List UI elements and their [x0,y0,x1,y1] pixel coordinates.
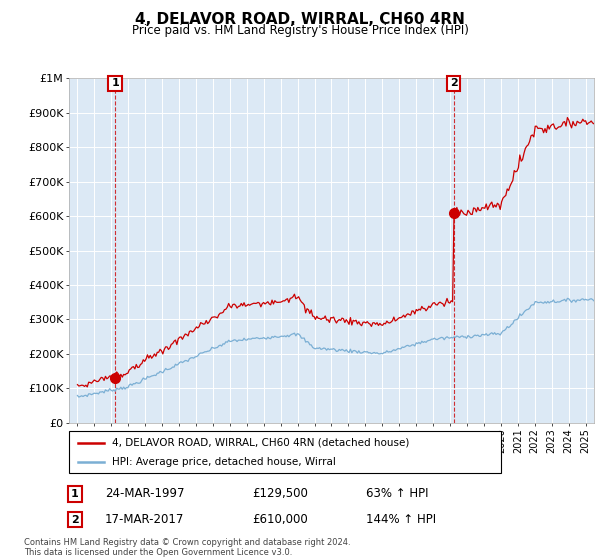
Text: 4, DELAVOR ROAD, WIRRAL, CH60 4RN: 4, DELAVOR ROAD, WIRRAL, CH60 4RN [135,12,465,27]
Text: HPI: Average price, detached house, Wirral: HPI: Average price, detached house, Wirr… [112,457,336,467]
Text: 4, DELAVOR ROAD, WIRRAL, CH60 4RN (detached house): 4, DELAVOR ROAD, WIRRAL, CH60 4RN (detac… [112,437,410,447]
Text: 17-MAR-2017: 17-MAR-2017 [105,513,184,526]
Text: 2: 2 [450,78,457,88]
Text: £610,000: £610,000 [252,513,308,526]
Text: 1: 1 [111,78,119,88]
Text: 2: 2 [71,515,79,525]
Text: 24-MAR-1997: 24-MAR-1997 [105,487,185,501]
Text: 144% ↑ HPI: 144% ↑ HPI [366,513,436,526]
Text: Price paid vs. HM Land Registry's House Price Index (HPI): Price paid vs. HM Land Registry's House … [131,24,469,37]
Text: £129,500: £129,500 [252,487,308,501]
Text: 63% ↑ HPI: 63% ↑ HPI [366,487,428,501]
Text: Contains HM Land Registry data © Crown copyright and database right 2024.
This d: Contains HM Land Registry data © Crown c… [24,538,350,557]
Text: 1: 1 [71,489,79,499]
